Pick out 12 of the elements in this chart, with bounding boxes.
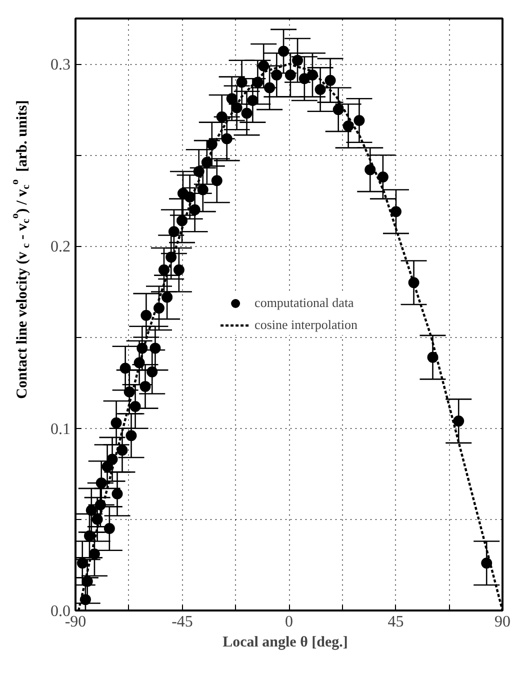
legend-label: cosine interpolation (254, 317, 358, 333)
legend-label: computational data (254, 295, 354, 311)
x-tick-label: -45 (172, 614, 193, 630)
x-tick-label: 90 (494, 614, 510, 630)
x-tick-label: 45 (388, 614, 404, 630)
y-tick-label: 0.3 (50, 56, 70, 74)
y-tick-label: 0.0 (50, 603, 70, 620)
x-tick-label: 0 (285, 614, 293, 630)
x-axis-title: Local angle θ [deg.] (222, 634, 348, 650)
y-tick-label: 0.2 (50, 238, 70, 256)
y-tick-label: 0.1 (50, 420, 70, 438)
text: Contact line velocity (vc - vco) / vco [arb. units] (10, 100, 32, 399)
